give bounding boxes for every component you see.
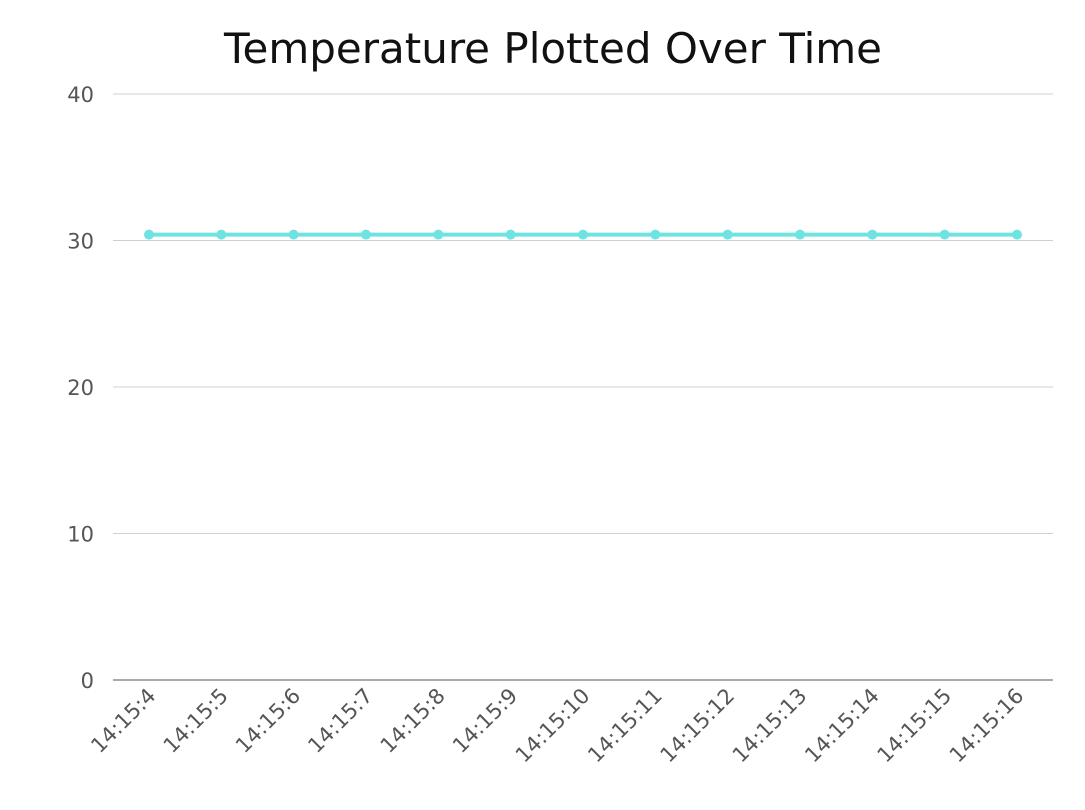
data-point[interactable] — [1012, 229, 1022, 240]
x-tick-label: 14:15:16 — [945, 684, 1029, 768]
y-axis-ticks: 0 10 20 30 40 — [67, 83, 94, 693]
data-point[interactable] — [795, 229, 805, 240]
data-point[interactable] — [216, 229, 227, 240]
chart-title: Temperature Plotted Over Time — [223, 24, 883, 73]
y-tick-label: 20 — [67, 376, 94, 400]
x-tick-label: 14:15:13 — [728, 684, 812, 768]
x-tick-label: 14:15:9 — [448, 684, 522, 758]
x-tick-label: 14:15:7 — [303, 684, 377, 758]
data-point[interactable] — [144, 229, 154, 240]
data-point[interactable] — [505, 229, 516, 240]
y-tick-label: 40 — [67, 83, 94, 107]
x-tick-label: 14:15:4 — [86, 684, 160, 758]
x-axis-ticks: 14:15:414:15:514:15:614:15:714:15:814:15… — [86, 684, 1028, 768]
data-point[interactable] — [361, 229, 371, 240]
data-point[interactable] — [433, 229, 444, 240]
data-point[interactable] — [288, 229, 299, 240]
x-tick-label: 14:15:6 — [231, 684, 305, 758]
data-point[interactable] — [578, 229, 588, 240]
series-group — [144, 229, 1022, 240]
x-tick-label: 14:15:14 — [800, 684, 884, 768]
y-tick-label: 10 — [67, 523, 94, 547]
gridlines — [113, 93, 1053, 681]
x-tick-label: 14:15:10 — [511, 684, 595, 768]
data-point[interactable] — [939, 229, 950, 240]
x-tick-label: 14:15:11 — [583, 684, 667, 768]
y-tick-label: 0 — [81, 669, 94, 693]
data-point[interactable] — [722, 229, 733, 240]
x-tick-label: 14:15:15 — [873, 684, 957, 768]
y-tick-label: 30 — [67, 230, 94, 254]
data-point[interactable] — [650, 229, 661, 240]
x-tick-label: 14:15:12 — [656, 684, 740, 768]
data-point[interactable] — [867, 229, 878, 240]
x-tick-label: 14:15:8 — [376, 684, 450, 758]
x-tick-label: 14:15:5 — [159, 684, 233, 758]
